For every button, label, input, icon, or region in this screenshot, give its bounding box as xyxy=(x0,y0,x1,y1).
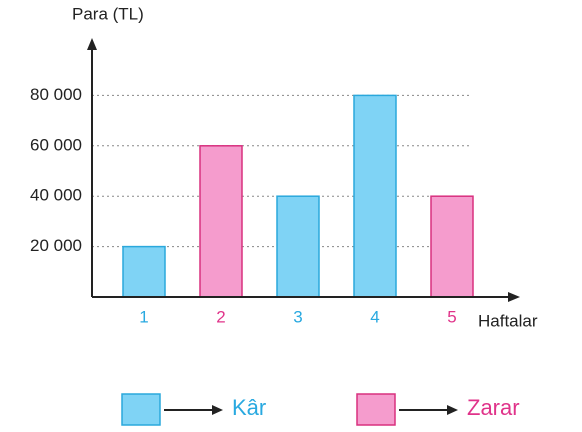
legend-arrow-head xyxy=(212,405,223,415)
y-axis-arrow xyxy=(87,38,97,50)
legend-label: Zarar xyxy=(467,395,520,420)
y-tick-label: 20 000 xyxy=(30,236,82,255)
legend-label: Kâr xyxy=(232,395,266,420)
bar xyxy=(199,145,243,298)
bar xyxy=(430,195,474,298)
bar xyxy=(276,195,320,298)
x-tick-label: 3 xyxy=(293,307,302,326)
legend-swatch xyxy=(121,393,161,426)
legend-arrow-head xyxy=(447,405,458,415)
x-axis-label: Haftalar xyxy=(478,311,538,330)
bar xyxy=(122,245,166,298)
legend-swatch xyxy=(356,393,396,426)
y-tick-label: 60 000 xyxy=(30,135,82,154)
y-tick-label: 40 000 xyxy=(30,186,82,205)
x-tick-label: 4 xyxy=(370,307,379,326)
x-axis-arrow xyxy=(508,292,520,302)
x-tick-label: 5 xyxy=(447,307,456,326)
bar xyxy=(353,94,397,298)
x-tick-label: 2 xyxy=(216,307,225,326)
y-tick-label: 80 000 xyxy=(30,85,82,104)
x-tick-label: 1 xyxy=(139,307,148,326)
y-axis-label: Para (TL) xyxy=(72,4,144,23)
